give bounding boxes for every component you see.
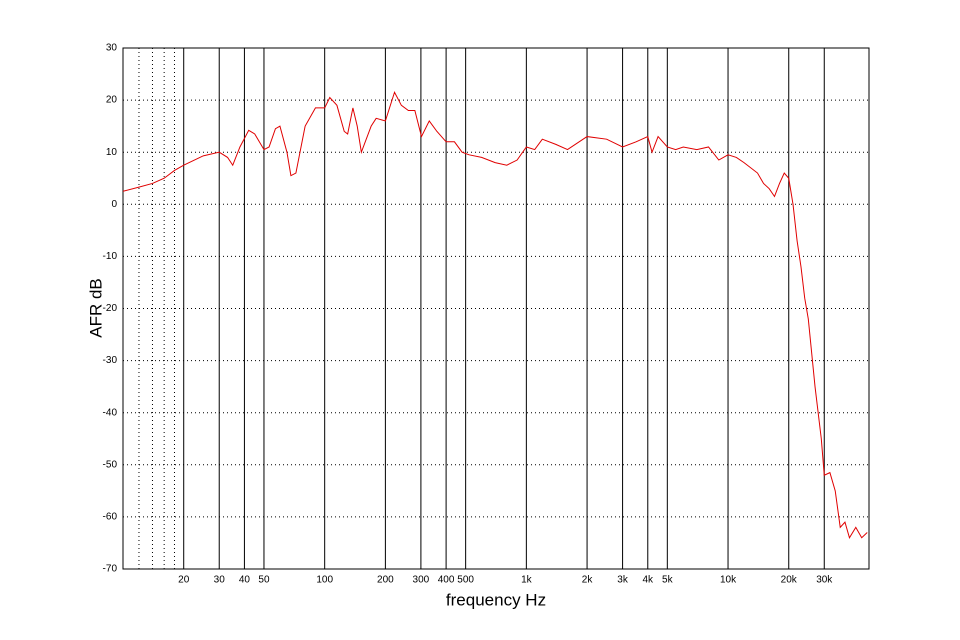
x-tick-label: 100 <box>316 575 333 586</box>
y-tick-label: -60 <box>103 512 118 523</box>
x-tick-label: 30k <box>816 575 833 586</box>
x-tick-label: 10k <box>720 575 737 586</box>
x-tick-label: 3k <box>617 575 629 586</box>
x-tick-label: 200 <box>377 575 394 586</box>
y-tick-label: 10 <box>106 147 118 158</box>
y-tick-label: -70 <box>103 564 118 575</box>
y-tick-label: -30 <box>103 355 118 366</box>
y-tick-label: -40 <box>103 407 118 418</box>
y-tick-label: -50 <box>103 459 118 470</box>
x-tick-label: 40 <box>239 575 251 586</box>
x-tick-label: 300 <box>413 575 430 586</box>
y-tick-label: -20 <box>103 303 118 314</box>
x-tick-label: 1k <box>521 575 533 586</box>
x-tick-label: 4k <box>642 575 654 586</box>
plot-frame <box>122 47 870 570</box>
x-tick-label: 500 <box>457 575 474 586</box>
x-tick-label: 30 <box>214 575 226 586</box>
x-tick-label: 5k <box>662 575 674 586</box>
y-tick-label: -10 <box>103 251 118 262</box>
x-tick-label: 2k <box>582 575 594 586</box>
x-axis-label: frequency Hz <box>446 590 546 609</box>
y-tick-label: 20 <box>106 95 118 106</box>
response-line <box>122 90 868 539</box>
x-tick-label: 20 <box>178 575 190 586</box>
x-tick-label: 50 <box>258 575 270 586</box>
x-tick-label: 400 <box>438 575 455 586</box>
y-tick-label: 30 <box>106 43 118 54</box>
y-axis-label: AFR dB <box>86 278 105 338</box>
x-tick-label: 20k <box>781 575 798 586</box>
y-tick-label: 0 <box>111 199 117 210</box>
